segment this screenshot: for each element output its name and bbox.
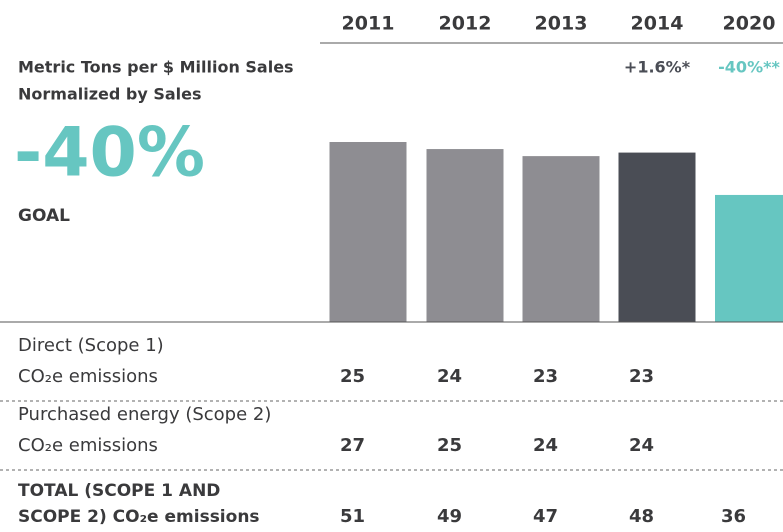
total-value: 47	[533, 506, 558, 527]
year-label: 2014	[631, 13, 684, 35]
row-value: 24	[533, 435, 558, 456]
row-label: Purchased energy (Scope 2)	[18, 404, 271, 425]
row-value: 23	[629, 366, 654, 387]
subtitle: Normalized by Sales	[18, 85, 202, 104]
goal-label: GOAL	[18, 206, 70, 226]
row-value: 24	[629, 435, 654, 456]
year-label: 2013	[535, 13, 588, 35]
bar	[426, 149, 504, 322]
row-label: Direct (Scope 1)	[18, 335, 164, 356]
bar	[522, 156, 600, 322]
change-label: -40%**	[718, 58, 780, 77]
total-value: 49	[437, 506, 462, 527]
total-value: 36	[721, 506, 746, 527]
total-value: 51	[340, 506, 365, 527]
bar	[329, 142, 407, 322]
row-label: CO₂e emissions	[18, 366, 158, 387]
change-label: +1.6%*	[624, 58, 691, 77]
bar	[715, 194, 783, 322]
year-label: 2011	[342, 13, 395, 35]
year-label: 2020	[723, 13, 776, 35]
total-label: TOTAL (SCOPE 1 AND	[18, 481, 220, 501]
row-value: 24	[437, 366, 462, 387]
row-value: 23	[533, 366, 558, 387]
row-value: 25	[437, 435, 462, 456]
row-value: 25	[340, 366, 365, 387]
row-label: CO₂e emissions	[18, 435, 158, 456]
total-value: 48	[629, 506, 654, 527]
total-label: SCOPE 2) CO₂e emissions	[18, 507, 260, 527]
title: Metric Tons per $ Million Sales	[18, 58, 294, 77]
row-value: 27	[340, 435, 365, 456]
goal-value: -40%	[14, 114, 205, 193]
year-label: 2012	[439, 13, 492, 35]
bar	[618, 152, 696, 322]
